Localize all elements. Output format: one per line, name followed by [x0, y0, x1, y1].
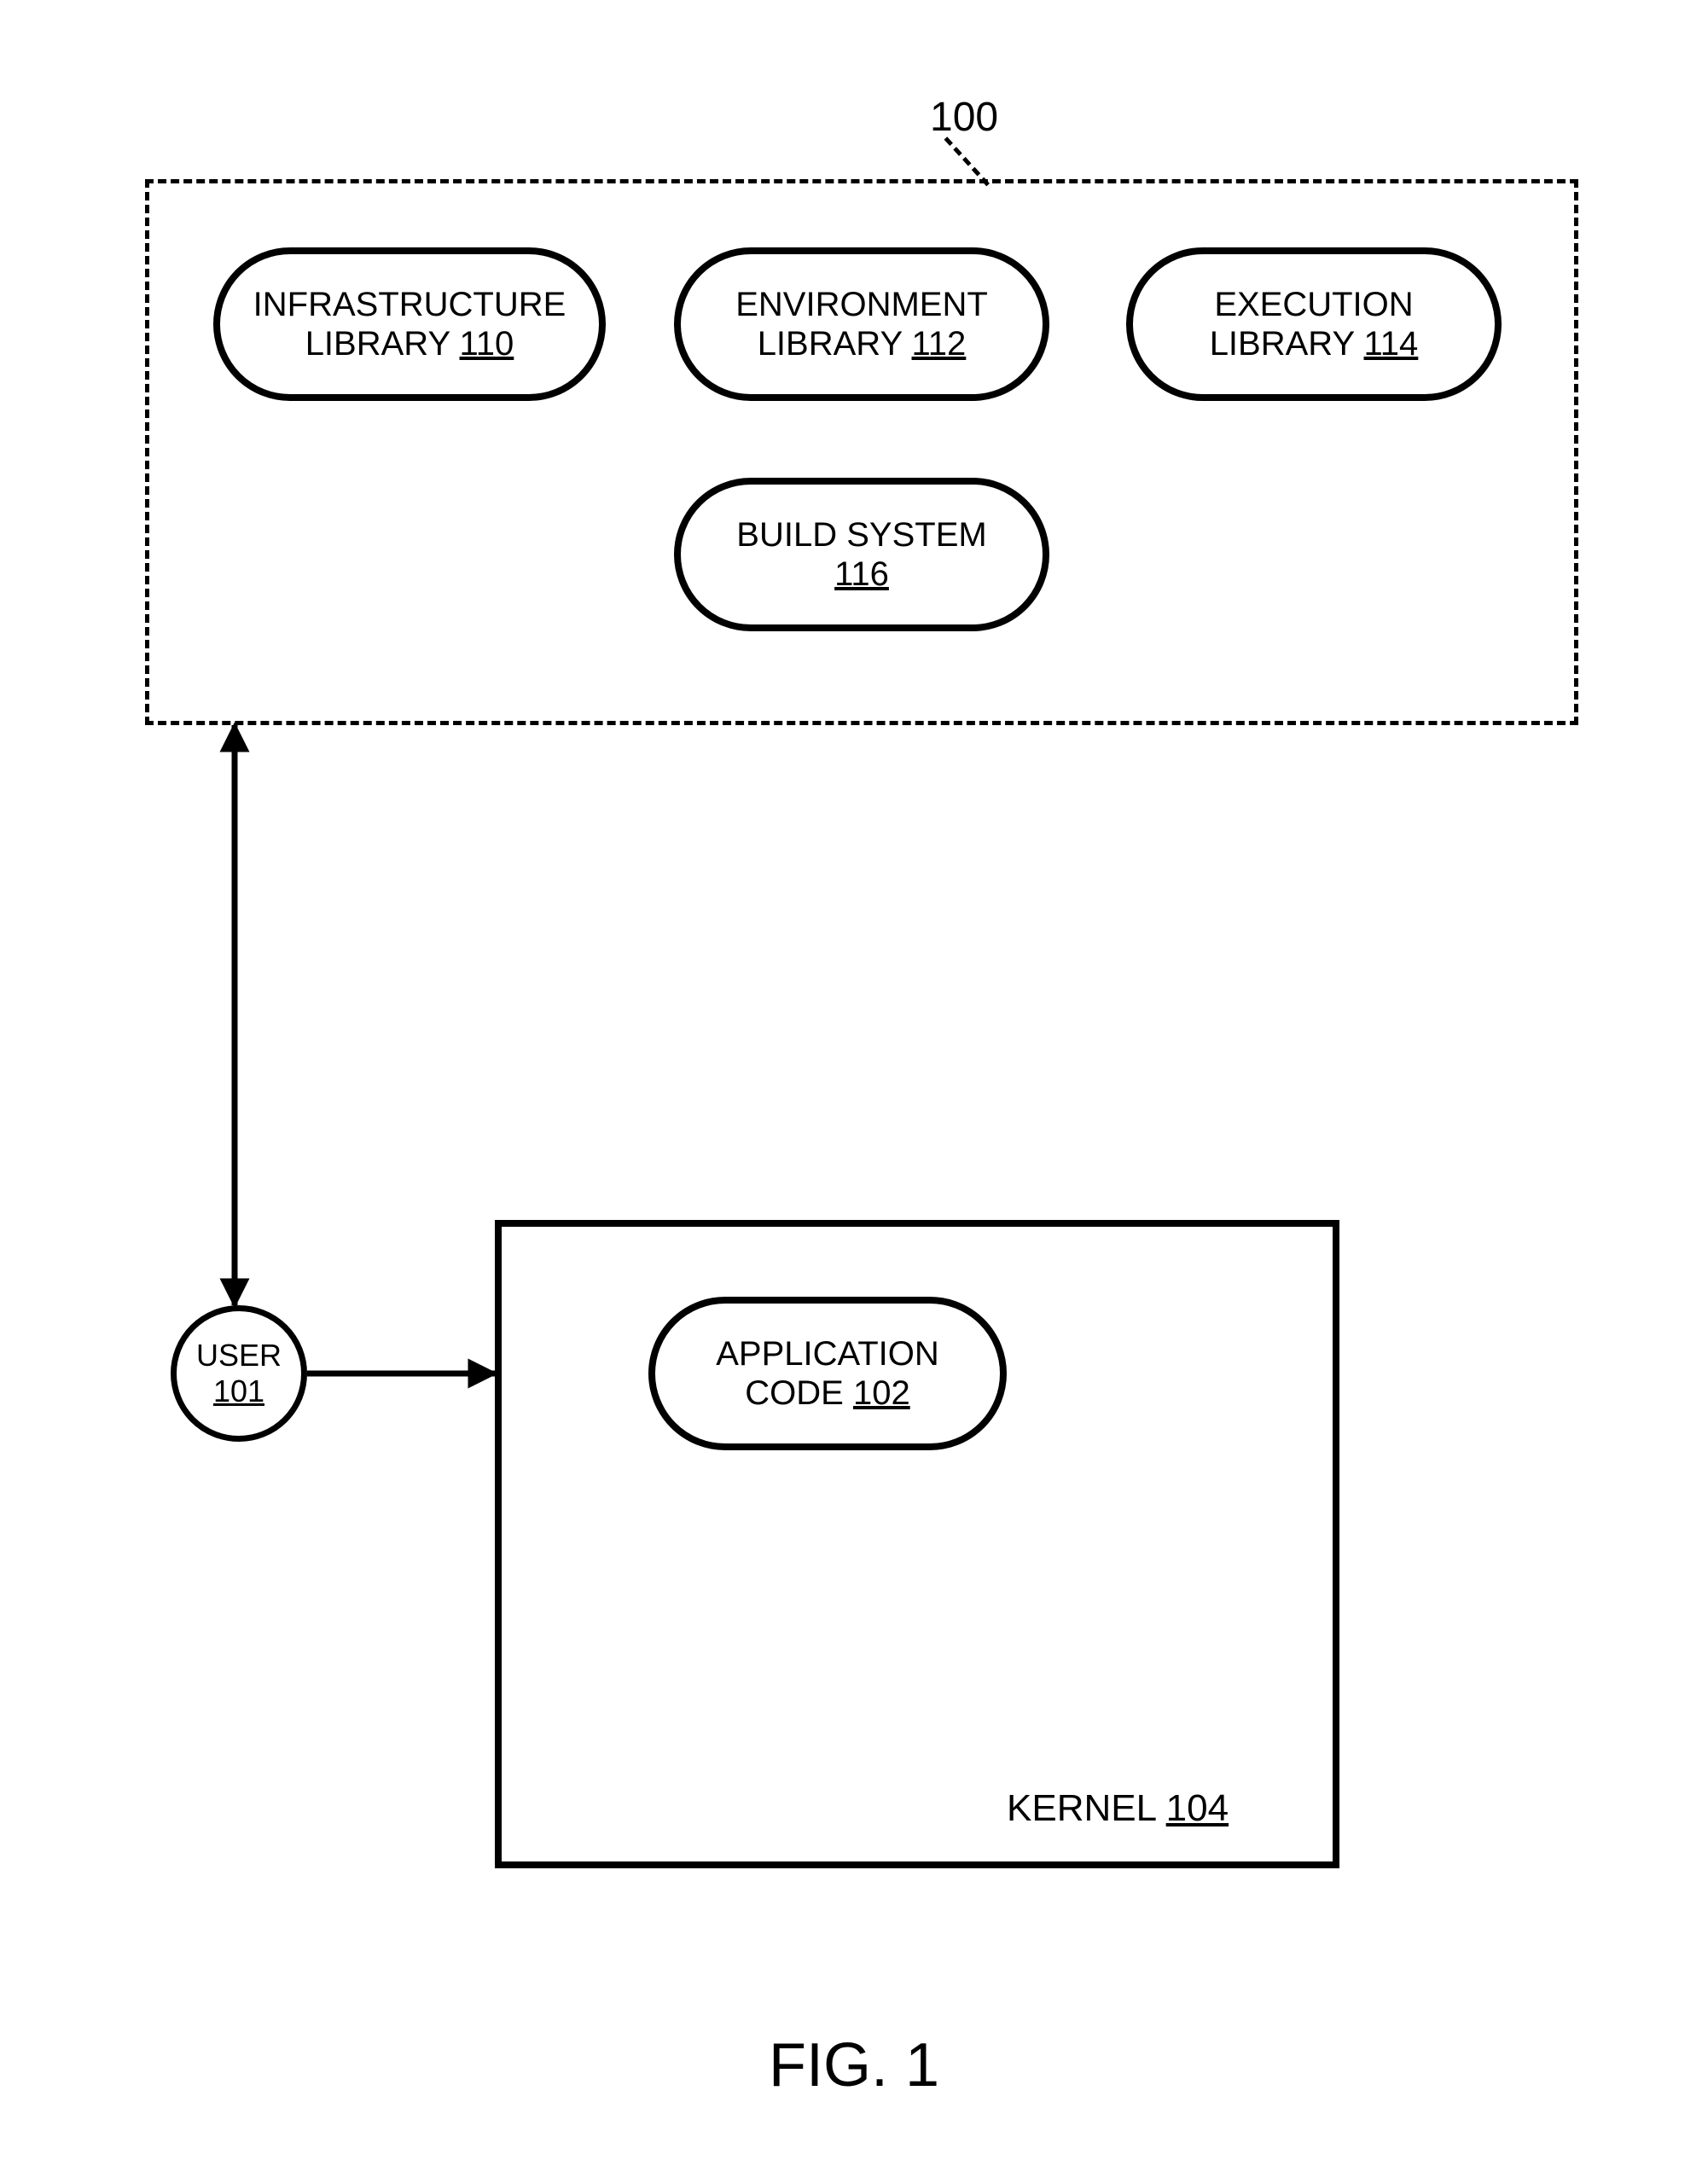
execution-library-ref: LIBRARY 114 [1210, 324, 1419, 363]
system-ref-label: 100 [930, 94, 998, 141]
infrastructure-library-ref: LIBRARY 110 [305, 324, 514, 363]
environment-library-title: ENVIRONMENT [735, 285, 988, 324]
execution-library-prefix: LIBRARY [1210, 325, 1364, 363]
execution-library-num: 114 [1364, 325, 1419, 363]
figure-label: FIG. 1 [0, 2030, 1708, 2100]
application-code-num: 102 [853, 1374, 910, 1412]
environment-library-prefix: LIBRARY [758, 325, 912, 363]
user-ref-num: 101 [213, 1373, 264, 1409]
build-system-ref: 116 [834, 555, 889, 594]
kernel-label: KERNEL 104 [1007, 1787, 1229, 1830]
execution-library-title: EXECUTION [1214, 285, 1413, 324]
user-node: USER 101 [171, 1305, 307, 1442]
environment-library-num: 112 [912, 325, 967, 363]
application-code-ref: CODE 102 [745, 1373, 909, 1413]
build-system-node: BUILD SYSTEM 116 [674, 478, 1049, 631]
infrastructure-library-prefix: LIBRARY [305, 325, 460, 363]
kernel-label-num: 104 [1166, 1787, 1229, 1829]
infrastructure-library-title: INFRASTRUCTURE [253, 285, 566, 324]
application-code-node: APPLICATION CODE 102 [648, 1297, 1007, 1450]
application-code-prefix: CODE [745, 1374, 853, 1412]
user-title: USER [196, 1338, 282, 1373]
environment-library-node: ENVIRONMENT LIBRARY 112 [674, 247, 1049, 401]
environment-library-ref: LIBRARY 112 [758, 324, 967, 363]
page-canvas: 100 INFRASTRUCTURE LIBRARY 110 ENVIRONME… [0, 0, 1708, 2172]
build-system-num: 116 [834, 555, 889, 593]
application-code-title: APPLICATION [716, 1334, 939, 1373]
infrastructure-library-num: 110 [460, 325, 514, 363]
execution-library-node: EXECUTION LIBRARY 114 [1126, 247, 1502, 401]
kernel-label-prefix: KERNEL [1007, 1787, 1166, 1829]
build-system-title: BUILD SYSTEM [736, 515, 986, 555]
infrastructure-library-node: INFRASTRUCTURE LIBRARY 110 [213, 247, 606, 401]
